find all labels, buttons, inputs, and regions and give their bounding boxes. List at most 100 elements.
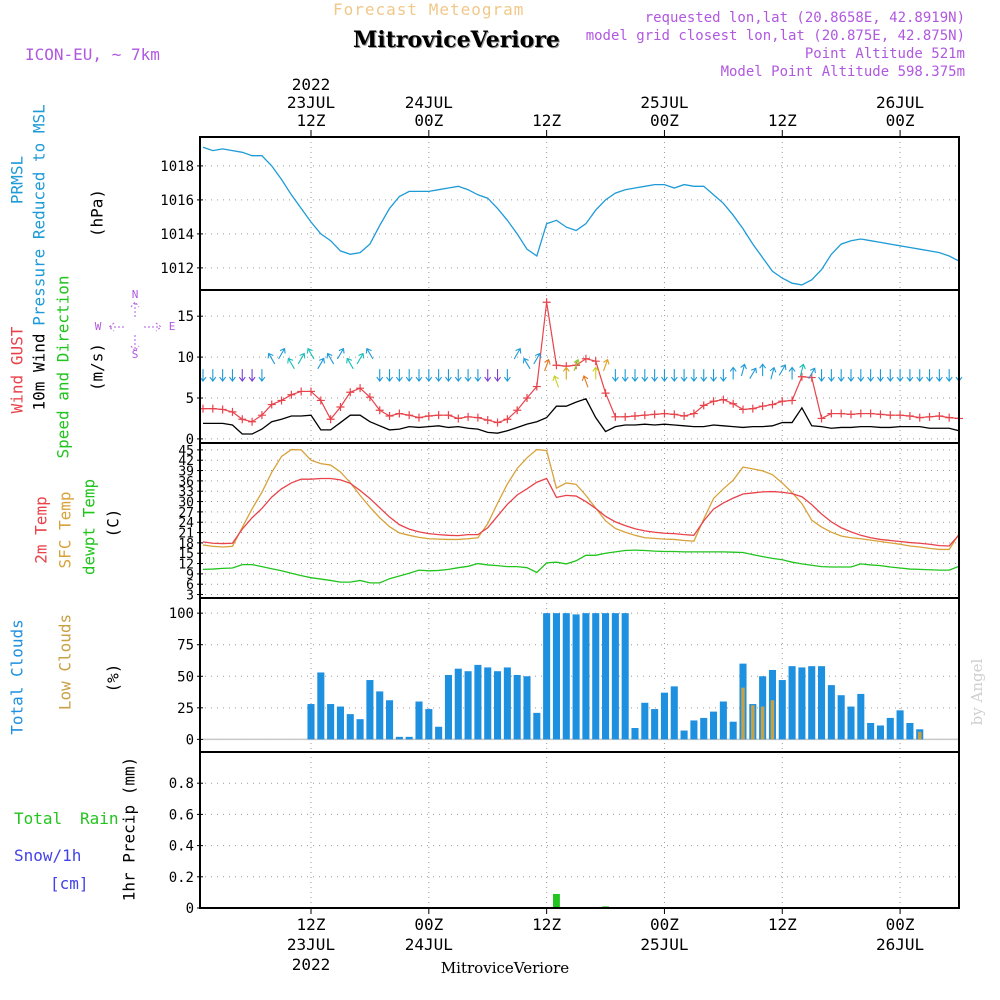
dewpt-label: dewpt Temp [80, 479, 99, 575]
wind-arrow [621, 369, 629, 383]
wind-arrow-glyph [454, 369, 462, 383]
gust-marker [896, 411, 905, 420]
low-cloud-bar [751, 705, 755, 740]
wind-arrow [365, 347, 374, 360]
low-cloud-bar [770, 700, 775, 740]
y-tick-label: 12 [178, 558, 194, 573]
time-label: 25JUL [640, 935, 688, 954]
total-cloud-bar [710, 711, 718, 740]
time-label: 25JUL [640, 93, 688, 112]
wind-arrow-glyph [484, 369, 492, 383]
gust-marker [277, 396, 286, 405]
wind-arrow [700, 369, 708, 383]
wind-arrow [719, 369, 727, 383]
wind-arrow-glyph [326, 352, 335, 365]
compass-w: W [95, 320, 102, 333]
gust-marker [483, 416, 492, 425]
wind-arrow-glyph [562, 366, 570, 380]
wind-arrow [278, 347, 286, 360]
gust-marker [915, 413, 924, 422]
gust-marker [267, 400, 276, 409]
total-cloud-bar [562, 613, 570, 740]
wind-arrow [808, 367, 816, 379]
wind-arrow-glyph [799, 363, 806, 377]
gust-marker [424, 412, 433, 420]
wind-arrow-glyph [651, 369, 659, 383]
wind-arrow [847, 369, 855, 383]
total-cloud-bar [798, 667, 806, 740]
total-cloud-bar [444, 675, 452, 740]
gust-marker [925, 412, 934, 421]
total-cloud-bar [847, 706, 855, 740]
wind-arrow [592, 366, 600, 380]
wind-arrow-glyph [336, 347, 345, 360]
y-tick-label: 1014 [160, 227, 194, 243]
y-tick-label: 42 [178, 454, 194, 469]
total-cloud-bar [876, 725, 884, 740]
wind-arrow [386, 369, 393, 383]
precip-unit: 1hr Precip (mm) [120, 757, 139, 902]
total-cloud-bar [552, 613, 560, 740]
wind-arrow [297, 352, 306, 365]
wind-arrow [818, 369, 825, 383]
wind-arrow-glyph [867, 369, 875, 383]
gust-marker [208, 404, 217, 413]
wind-arrow [896, 369, 904, 383]
time-label: 00Z [414, 915, 443, 934]
wind-arrow [425, 369, 433, 383]
y-tick-label: 100 [169, 606, 194, 622]
total-cloud-bar [494, 671, 502, 740]
time-label: 00Z [650, 111, 679, 130]
total-cloud-bar [631, 728, 639, 740]
y-tick-label: 24 [178, 516, 194, 531]
y-tick-label: 36 [178, 475, 194, 490]
wind-arrow [503, 369, 511, 383]
gust-marker [827, 409, 836, 418]
wind-arrow-glyph [631, 369, 639, 383]
gust-marker [454, 414, 463, 423]
gust-marker [709, 397, 718, 406]
wind-arrow-glyph [621, 369, 629, 383]
wind-arrow-glyph [945, 369, 953, 383]
low-clouds-label: Low Clouds [56, 614, 75, 710]
wind-arrow [219, 369, 227, 383]
wind-arrow [857, 369, 865, 383]
y-tick-label: 1016 [160, 193, 194, 209]
wind-arrow [935, 369, 943, 383]
gust-marker [503, 415, 512, 424]
wind-arrow [926, 369, 933, 383]
gust-marker [739, 405, 747, 414]
wind-arrow [573, 358, 581, 372]
gust-marker [464, 412, 473, 421]
gust-marker [257, 411, 266, 420]
wind-arrow [326, 352, 335, 365]
time-label: 2022 [292, 955, 331, 974]
compass-n: N [132, 288, 139, 301]
gust-marker [356, 384, 365, 393]
y-tick-label: 6 [186, 578, 194, 593]
total-cloud-bar [670, 686, 678, 740]
total-cloud-bar [837, 695, 845, 740]
wind-arrow [336, 347, 345, 360]
gust-marker [287, 390, 296, 399]
model-label: ICON-EU, ~ 7km [25, 45, 160, 64]
panel-frame [199, 136, 960, 291]
wind-arrow-glyph [287, 357, 295, 370]
gust-marker [542, 298, 551, 307]
wind-arrow [287, 357, 295, 370]
gust-marker [640, 411, 649, 420]
wind-arrow-glyph [365, 347, 374, 360]
y-tick-label: 39 [178, 465, 194, 480]
gust-marker [513, 406, 522, 415]
wind-arrow [906, 369, 914, 383]
gust-marker [650, 410, 659, 419]
gust-marker [905, 412, 914, 420]
gust-marker [866, 409, 875, 418]
sfc-temp-line [202, 448, 960, 551]
wind-arrow [356, 352, 365, 365]
gust-marker [346, 388, 355, 397]
y-tick-label: 0 [186, 732, 194, 748]
wind-arrows [199, 347, 963, 388]
total-cloud-bar [356, 719, 364, 740]
